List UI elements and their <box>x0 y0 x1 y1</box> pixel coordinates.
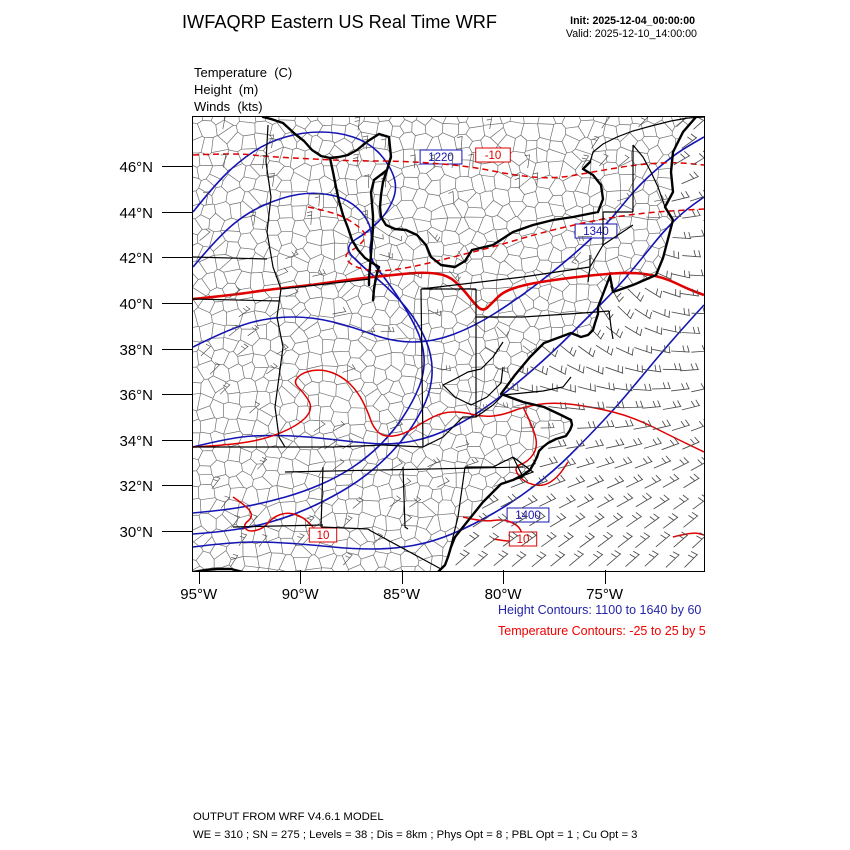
svg-text:10: 10 <box>517 534 530 546</box>
svg-text:-10: -10 <box>485 150 502 162</box>
svg-text:1220: 1220 <box>428 152 454 164</box>
svg-text:10: 10 <box>317 530 330 542</box>
